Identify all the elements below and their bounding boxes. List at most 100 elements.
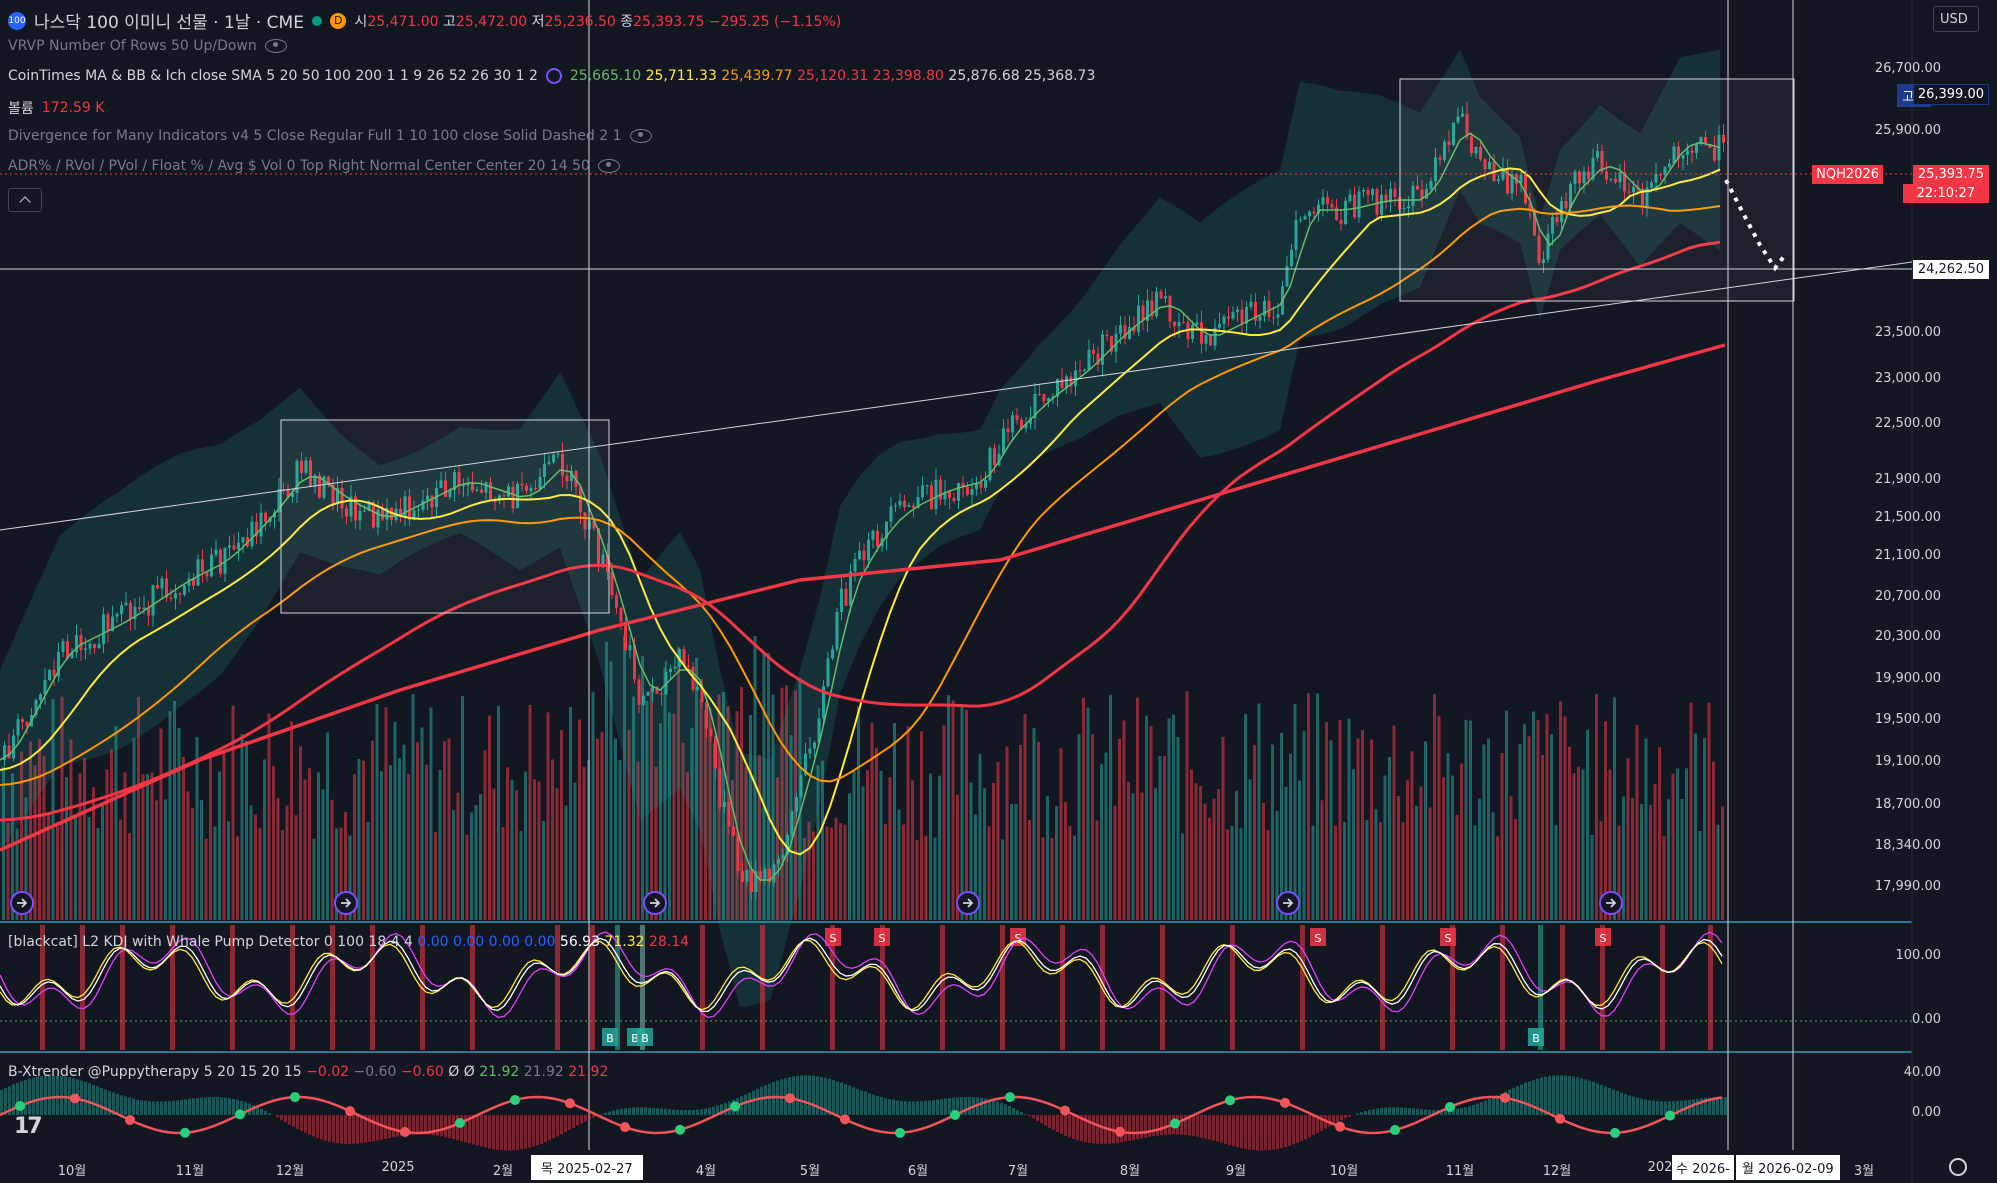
xtrender-line	[0, 1092, 1723, 1138]
xtrender-histogram	[0, 1075, 1727, 1151]
kdj-value: 71.32	[600, 934, 645, 950]
low-value: 25,236.50	[544, 13, 616, 30]
collapse-legend-button[interactable]	[8, 188, 42, 212]
adr-label: ADR% / RVol / PVol / Float % / Avg $ Vol…	[8, 158, 590, 174]
time-axis-label: 5월	[799, 1164, 821, 1179]
volume-value: 172.59 K	[41, 100, 105, 116]
time-axis-label: 11월	[1445, 1164, 1475, 1179]
countdown-tag: 22:10:27	[1902, 184, 1989, 203]
ohlc: 시25,471.00 고25,472.00 저25,236.50 종25,393…	[354, 11, 841, 31]
volume-bars	[2, 635, 1724, 920]
moving-averages	[0, 132, 1726, 881]
buy-marker	[1528, 1028, 1544, 1046]
projection-path	[1724, 179, 1787, 272]
indicator-adr[interactable]: ADR% / RVol / PVol / Float % / Avg $ Vol…	[8, 158, 620, 174]
indicators.coin-value: 25,876.68	[943, 68, 1020, 84]
kdj-axis-100: 100.00	[1895, 948, 1942, 963]
sell-marker	[825, 928, 841, 946]
vrvp-label: VRVP Number Of Rows 50 Up/Down	[8, 38, 257, 54]
kdj-value: 0.00	[519, 934, 556, 950]
price-axis-label: 21,100.00	[1874, 548, 1941, 563]
kdj-lines	[0, 931, 1723, 1019]
indicator-divergence[interactable]: Divergence for Many Indicators v4 5 Clos…	[8, 128, 652, 144]
price-axis-label: 21,500.00	[1874, 510, 1941, 525]
price-axis-label: 25,900.00	[1874, 123, 1941, 138]
time-axis-label: 4월	[695, 1164, 717, 1179]
trend-line	[0, 261, 1913, 531]
volume-label: 볼륨	[8, 101, 34, 117]
time-axis-label: 202	[1647, 1160, 1673, 1175]
cointimes-label: CoinTimes MA & BB & Ich close SMA 5 20 5…	[8, 68, 538, 84]
time-axis-label: 10월	[57, 1164, 87, 1179]
loading-icon	[545, 68, 562, 84]
date-tag-left: 목 2025-02-27	[531, 1155, 643, 1180]
time-axis-label: 3월	[1853, 1164, 1875, 1179]
time-axis-label: 12월	[275, 1164, 305, 1179]
symbol-tag: NQH2026	[1812, 165, 1883, 184]
market-status-icon	[311, 15, 322, 26]
time-axis-label: 2025	[381, 1160, 415, 1175]
divergence-label: Divergence for Many Indicators v4 5 Clos…	[8, 128, 622, 144]
currency-select[interactable]: USD	[1933, 6, 1979, 32]
high-tag-value: 26,399.00	[1912, 84, 1989, 105]
currency-label: USD	[1940, 11, 1968, 27]
sell-marker	[1310, 928, 1326, 946]
indicators.coin-value: 25,120.31	[792, 68, 869, 84]
time-axis-label: 10월	[1329, 1164, 1359, 1179]
price-axis-label: 23,000.00	[1874, 371, 1941, 386]
time-axis-label: 9월	[1225, 1164, 1247, 1179]
hidden-eye-icon[interactable]	[597, 159, 620, 173]
xtrender-legend[interactable]: B-Xtrender @Puppytherapy 5 20 15 20 15 −…	[8, 1064, 608, 1080]
price-axis-label: 18,700.00	[1874, 797, 1941, 812]
indicator-cointimes[interactable]: CoinTimes MA & BB & Ich close SMA 5 20 5…	[8, 68, 1095, 84]
symbol-title[interactable]: 나스닥 100 이미니 선물 · 1날 · CME	[34, 13, 304, 33]
xtrender-title: B-Xtrender @Puppytherapy 5 20 15 20 15	[8, 1064, 302, 1080]
sell-marker-label: S	[1600, 932, 1607, 945]
indicator-volume[interactable]: 볼륨 172.59 K	[8, 98, 104, 118]
xtrender-value: 21.92	[563, 1064, 609, 1080]
gear-icon[interactable]	[1949, 1158, 1967, 1176]
date-tag-right-a: 수 2026-	[1672, 1155, 1734, 1180]
price-axis-label: 19,500.00	[1874, 712, 1941, 727]
sell-marker-label: S	[879, 932, 886, 945]
kdj-title: [blackcat] L2 KDJ with Whale Pump Detect…	[8, 934, 413, 950]
price-axis-label: 20,700.00	[1874, 589, 1941, 604]
header-legend: 100 나스닥 100 이미니 선물 · 1날 · CME D 시25,471.…	[8, 8, 841, 33]
price-axis-label: 17,990.00	[1874, 879, 1941, 894]
buy-marker-label: B	[606, 1032, 614, 1045]
indicator-vrvp[interactable]: VRVP Number Of Rows 50 Up/Down	[8, 38, 287, 54]
cointimes-values: 25,665.10 25,711.33 25,439.77 25,120.31 …	[570, 68, 1095, 84]
kdj-value: 56.93	[555, 934, 600, 950]
hidden-eye-icon[interactable]	[264, 39, 287, 53]
kdj-value: 0.00	[484, 934, 520, 950]
kdj-legend[interactable]: [blackcat] L2 KDJ with Whale Pump Detect…	[8, 934, 689, 950]
xt-axis-0: 0.00	[1912, 1105, 1941, 1120]
buy-marker	[602, 1028, 618, 1046]
candles	[3, 101, 1725, 902]
kdj-axis-0: 0.00	[1912, 1012, 1941, 1027]
indicators.coin-value: 25,665.10	[569, 68, 642, 84]
close-label: 종	[620, 13, 634, 30]
price-axis-label: 21,900.00	[1874, 472, 1941, 487]
status-badge: D	[329, 12, 347, 29]
sell-marker	[874, 928, 890, 946]
open-label: 시	[354, 13, 368, 30]
date-tag-right-b: 월 2026-02-09	[1736, 1155, 1840, 1180]
high-label: 고	[443, 13, 456, 30]
time-axis-label: 8월	[1119, 1164, 1141, 1179]
price-axis-label: 19,100.00	[1874, 754, 1941, 769]
hidden-eye-icon[interactable]	[629, 129, 652, 143]
time-axis-label: 2월	[492, 1164, 514, 1179]
price-axis-label: 19,900.00	[1874, 671, 1941, 686]
xtrender-value: Ø	[443, 1064, 460, 1080]
tradingview-logo[interactable]: 17	[14, 1114, 43, 1139]
price-axis-label: 18,340.00	[1874, 838, 1941, 853]
xtrender-value: 21.92	[519, 1064, 564, 1080]
indicators.coin-value: 23,398.80	[868, 68, 944, 84]
xtrender-value: Ø	[459, 1064, 475, 1080]
symbol-icon[interactable]: 100	[8, 11, 26, 30]
sell-marker-label: S	[1315, 932, 1322, 945]
price-axis-label: 26,700.00	[1874, 61, 1941, 76]
sell-marker-label: S	[830, 932, 837, 945]
